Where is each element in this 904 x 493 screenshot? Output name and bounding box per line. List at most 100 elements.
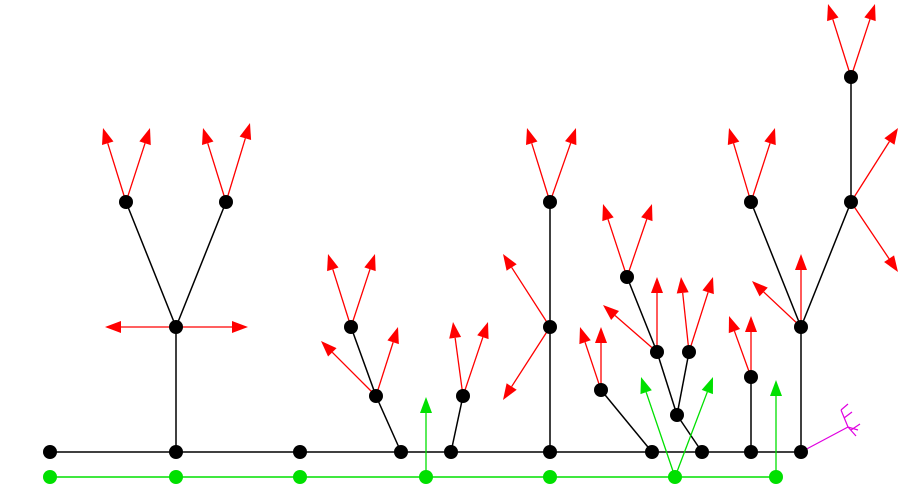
red-arrow-head xyxy=(503,383,517,400)
red-arrow-head xyxy=(651,277,663,293)
edge xyxy=(175,201,227,328)
red-arrow-shaft xyxy=(462,336,484,397)
red-arrow-shaft xyxy=(331,351,377,397)
black-node xyxy=(456,389,470,403)
red-arrow-shaft xyxy=(207,143,227,203)
red-arrow-head xyxy=(827,4,839,22)
red-arrow-shaft xyxy=(733,330,752,378)
red-arrow-head xyxy=(764,128,776,146)
red-arrow-head xyxy=(449,322,462,339)
black-node xyxy=(543,320,557,334)
red-arrow-shaft xyxy=(549,142,572,203)
red-arrow-shaft xyxy=(107,143,127,203)
black-node xyxy=(43,445,57,459)
green-node xyxy=(668,470,682,484)
black-node xyxy=(844,195,858,209)
green-arrow-shaft xyxy=(645,391,676,478)
red-arrow-head xyxy=(745,316,757,332)
red-arrow-shaft xyxy=(688,292,709,353)
green-node xyxy=(419,470,433,484)
edge xyxy=(350,326,377,397)
edge xyxy=(626,276,658,353)
red-arrow-shaft xyxy=(350,268,371,328)
magenta-branch xyxy=(800,426,859,453)
red-arrow-head xyxy=(477,322,489,340)
black-node xyxy=(394,445,408,459)
black-node xyxy=(169,445,183,459)
green-arrow-head xyxy=(770,380,782,396)
edge xyxy=(450,395,464,453)
red-arrow-head xyxy=(884,128,898,145)
green-arrow-head xyxy=(701,377,713,395)
red-arrow-shaft xyxy=(454,337,464,397)
red-arrow-head xyxy=(327,254,339,272)
black-node xyxy=(444,445,458,459)
red-arrow-head xyxy=(727,128,740,146)
red-arrow-head xyxy=(728,316,741,334)
red-arrow-shaft xyxy=(225,138,246,203)
red-arrow-head xyxy=(526,128,538,146)
red-arrow-head xyxy=(239,123,252,141)
red-arrow-head xyxy=(702,277,714,295)
red-arrow-shaft xyxy=(732,143,752,203)
black-node xyxy=(219,195,233,209)
red-arrow-shaft xyxy=(125,143,146,203)
black-node xyxy=(744,370,758,384)
edge xyxy=(800,201,852,328)
green-arrow-shaft xyxy=(674,391,708,478)
black-node xyxy=(744,195,758,209)
black-node xyxy=(293,445,307,459)
edge xyxy=(600,389,653,453)
black-node xyxy=(670,408,684,422)
red-arrow-head xyxy=(139,128,151,146)
black-node xyxy=(119,195,133,209)
black-node xyxy=(650,345,664,359)
edge xyxy=(676,351,690,416)
red-arrow-head xyxy=(641,204,653,222)
black-node xyxy=(543,445,557,459)
edge xyxy=(656,351,678,416)
red-arrow-shaft xyxy=(375,342,394,397)
red-arrow-head xyxy=(232,321,248,333)
black-node xyxy=(794,320,808,334)
red-arrow-shaft xyxy=(850,141,890,203)
red-arrow-shaft xyxy=(626,218,648,278)
red-arrow-shaft xyxy=(763,291,802,328)
red-arrow-head xyxy=(565,128,577,146)
edge xyxy=(750,201,802,328)
black-node xyxy=(844,70,858,84)
red-arrow-head xyxy=(884,255,898,272)
red-arrow-head xyxy=(602,204,614,222)
black-node xyxy=(645,445,659,459)
red-arrow-head xyxy=(202,128,214,146)
red-arrow-shaft xyxy=(511,267,551,328)
black-node xyxy=(695,445,709,459)
red-arrow-shaft xyxy=(332,269,352,328)
red-arrow-shaft xyxy=(832,19,852,78)
red-arrow-head xyxy=(105,321,121,333)
red-arrow-head xyxy=(595,327,607,343)
green-arrow-head xyxy=(420,397,432,413)
edge xyxy=(676,414,703,453)
red-arrow-shaft xyxy=(850,18,871,78)
black-node xyxy=(369,389,383,403)
red-arrow-head xyxy=(603,305,620,321)
red-arrow-head xyxy=(795,254,807,270)
green-node xyxy=(543,470,557,484)
red-arrow-head xyxy=(752,281,768,297)
red-arrow-head xyxy=(676,277,689,294)
green-arrow-head xyxy=(640,377,652,395)
red-arrow-shaft xyxy=(531,143,551,203)
red-arrow-head xyxy=(503,254,517,271)
green-node xyxy=(293,470,307,484)
red-arrow-head xyxy=(387,327,399,345)
green-node xyxy=(43,470,57,484)
black-node xyxy=(620,270,634,284)
black-node xyxy=(682,345,696,359)
black-node xyxy=(794,445,808,459)
red-arrow-shaft xyxy=(682,292,690,353)
edge xyxy=(125,201,177,328)
red-arrow-head xyxy=(864,4,876,22)
red-arrow-shaft xyxy=(511,326,551,387)
